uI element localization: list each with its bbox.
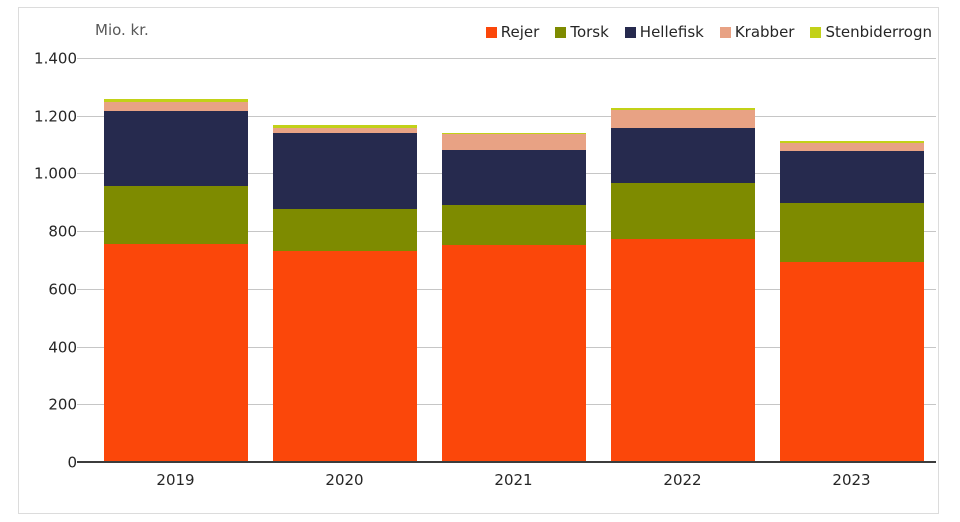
plot-area [77, 58, 936, 463]
bar-segment-rejer-2021 [441, 245, 586, 463]
x-tick-label-2021: 2021 [494, 471, 533, 489]
chart-frame: Mio. kr. Rejer Torsk Hellefisk Krabber Stenb… [18, 7, 939, 514]
bar-2023 [779, 141, 924, 463]
bar-segment-rejer-2019 [103, 243, 248, 463]
y-tick-label: 1.000 [34, 164, 77, 183]
bar-slot-2022 [598, 59, 767, 463]
bar-segment-krabber-2020 [272, 128, 417, 133]
bar-segment-torsk-2019 [103, 185, 248, 244]
bar-segment-hellefisk-2019 [103, 110, 248, 186]
bar-slot-2023 [767, 59, 936, 463]
y-tick-label: 1.200 [34, 107, 77, 126]
legend-swatch-torsk-icon [555, 26, 567, 38]
bar-segment-torsk-2023 [779, 203, 924, 263]
legend-swatch-rejer-icon [485, 26, 497, 38]
legend-label: Rejer [500, 23, 540, 41]
legend-swatch-hellefisk-icon [624, 26, 636, 38]
bar-segment-rejer-2020 [272, 250, 417, 463]
bar-segment-krabber-2019 [103, 102, 248, 111]
legend-item-krabber: Krabber [719, 23, 795, 41]
gridline [77, 58, 936, 59]
legend-item-hellefisk: Hellefisk [624, 23, 704, 41]
y-tick-label: 800 [48, 222, 77, 241]
bar-segment-stenbiderrogn-2022 [610, 108, 755, 110]
legend-item-stenbiderrogn: Stenbiderrogn [810, 23, 932, 41]
legend-label: Stenbiderrogn [825, 23, 932, 41]
legend-label: Krabber [734, 23, 795, 41]
bar-segment-torsk-2021 [441, 204, 586, 246]
bar-slot-2019 [91, 59, 260, 463]
y-axis-unit-label: Mio. kr. [95, 21, 149, 39]
y-tick-label: 200 [48, 395, 77, 414]
x-axis-baseline [77, 461, 936, 463]
bar-segment-stenbiderrogn-2021 [441, 132, 586, 135]
legend: Rejer Torsk Hellefisk Krabber Stenbiderrogn [485, 23, 932, 41]
bar-segment-hellefisk-2021 [441, 149, 586, 205]
bar-slot-2020 [260, 59, 429, 463]
x-tick-label-2022: 2022 [663, 471, 702, 489]
bar-segment-torsk-2022 [610, 183, 755, 240]
bar-segment-krabber-2021 [441, 134, 586, 150]
y-tick-label: 600 [48, 280, 77, 299]
x-tick-label-2023: 2023 [832, 471, 871, 489]
bar-2019 [103, 99, 248, 463]
x-tick-label-2019: 2019 [156, 471, 195, 489]
y-tick-label: 400 [48, 338, 77, 357]
bar-segment-hellefisk-2020 [272, 132, 417, 210]
bar-2022 [610, 108, 755, 463]
bar-slot-2021 [429, 59, 598, 463]
bar-segment-torsk-2020 [272, 209, 417, 251]
bar-segment-krabber-2022 [610, 109, 755, 129]
gridline [77, 115, 936, 117]
legend-item-rejer: Rejer [485, 23, 540, 41]
bar-segment-rejer-2023 [779, 262, 924, 463]
bar-segment-stenbiderrogn-2019 [103, 99, 248, 103]
legend-label: Hellefisk [639, 23, 704, 41]
bars-layer [91, 59, 936, 463]
bar-segment-hellefisk-2023 [779, 151, 924, 204]
bar-segment-rejer-2022 [610, 239, 755, 463]
bar-2021 [441, 132, 586, 463]
bar-segment-stenbiderrogn-2020 [272, 125, 417, 129]
legend-swatch-stenbiderrogn-icon [810, 26, 822, 38]
legend-swatch-krabber-icon [719, 26, 731, 38]
x-axis: 2019 2020 2021 2022 2023 [91, 471, 936, 489]
bar-segment-krabber-2023 [779, 142, 924, 152]
y-tick-label: 1.400 [34, 49, 77, 68]
y-axis: 0 200 400 600 800 1.000 1.200 1.400 [19, 51, 77, 470]
legend-item-torsk: Torsk [555, 23, 609, 41]
legend-label: Torsk [570, 23, 609, 41]
y-tick-label: 0 [67, 453, 77, 472]
bar-segment-hellefisk-2022 [610, 128, 755, 184]
x-tick-label-2020: 2020 [325, 471, 364, 489]
bar-2020 [272, 125, 417, 463]
bar-segment-stenbiderrogn-2023 [779, 141, 924, 143]
